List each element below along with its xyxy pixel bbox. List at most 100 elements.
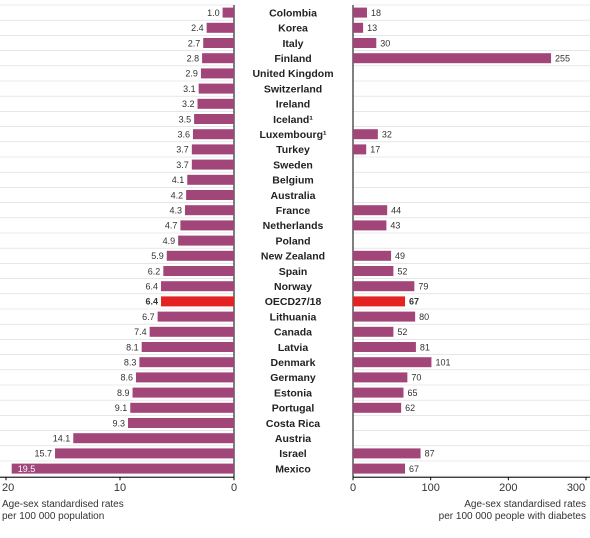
left-value-label: 3.5: [179, 114, 192, 124]
left-bar: [161, 296, 234, 307]
right-value-label: 87: [425, 449, 435, 459]
country-label: Costa Rica: [266, 418, 320, 430]
left-bar: [130, 402, 234, 413]
left-bar: [198, 83, 234, 94]
right-value-label: 52: [397, 327, 407, 337]
left-tick-label: 10: [114, 482, 126, 494]
left-value-label: 3.7: [176, 160, 189, 170]
left-value-label: 1.0: [207, 8, 220, 18]
left-value-label: 4.3: [169, 206, 182, 216]
right-bar: [353, 311, 416, 322]
left-bar: [132, 387, 234, 398]
left-value-label: 6.4: [146, 282, 159, 292]
right-value-label: 52: [397, 266, 407, 276]
right-value-label: 80: [419, 312, 429, 322]
right-value-label: 32: [382, 130, 392, 140]
left-bar: [149, 326, 234, 337]
right-bar: [353, 250, 392, 261]
left-bar: [141, 342, 234, 352]
country-label: Poland: [275, 235, 310, 247]
right-tick-label: 0: [350, 482, 356, 494]
right-bar: [353, 296, 406, 307]
country-label: Italy: [282, 38, 303, 50]
left-bar: [163, 266, 234, 276]
right-value-label: 255: [555, 54, 570, 64]
right-value-label: 70: [411, 373, 421, 383]
right-axis-caption-line-1: Age-sex standardised rates: [464, 499, 586, 510]
country-label: Iceland¹: [273, 114, 313, 126]
right-value-label: 62: [405, 403, 415, 413]
country-label: Norway: [274, 281, 312, 293]
left-value-label: 4.7: [165, 221, 178, 231]
left-value-label: 19.5: [18, 464, 36, 474]
country-label: Israel: [279, 448, 307, 460]
left-value-label: 14.1: [53, 434, 71, 444]
right-tick-label: 200: [499, 482, 517, 494]
left-value-label: 3.7: [176, 145, 189, 155]
right-axis-caption-line-2: per 100 000 people with diabetes: [438, 511, 586, 522]
left-value-label: 2.4: [191, 23, 204, 33]
left-value-label: 9.1: [115, 403, 128, 413]
left-tick-label: 0: [231, 482, 237, 494]
country-label: Latvia: [278, 342, 309, 354]
right-value-label: 79: [418, 282, 428, 292]
left-value-label: 4.1: [172, 175, 185, 185]
left-bar: [191, 159, 234, 170]
left-axis-caption-line-1: Age-sex standardised rates: [2, 499, 124, 510]
left-value-label: 8.1: [126, 342, 139, 352]
right-bar: [353, 281, 415, 292]
right-bar: [353, 220, 387, 231]
right-tick-label: 100: [421, 482, 439, 494]
left-value-label: 3.6: [177, 130, 190, 140]
right-bar: [353, 144, 367, 155]
country-label: Belgium: [272, 175, 313, 187]
left-value-label: 6.2: [148, 266, 161, 276]
right-bar: [353, 22, 364, 33]
left-bar: [222, 7, 234, 18]
right-bar: [353, 402, 402, 413]
right-bar: [353, 205, 388, 216]
right-bar: [353, 357, 432, 368]
left-bar: [157, 311, 234, 322]
left-bar: [178, 235, 234, 246]
country-label: Germany: [270, 372, 316, 384]
right-bar: [353, 372, 408, 383]
right-bar: [353, 448, 421, 459]
country-label: Turkey: [276, 144, 310, 156]
right-value-label: 43: [390, 221, 400, 231]
left-value-label: 3.1: [183, 84, 196, 94]
left-value-label: 2.7: [188, 38, 201, 48]
left-value-label: 4.2: [171, 190, 184, 200]
right-value-label: 18: [371, 8, 381, 18]
left-value-label: 7.4: [134, 327, 147, 337]
left-bar: [200, 68, 234, 79]
right-bar: [353, 326, 394, 337]
right-tick-label: 300: [567, 482, 585, 494]
left-bar: [180, 220, 234, 231]
left-bar: [184, 205, 234, 216]
country-label: Luxembourg¹: [259, 129, 327, 141]
left-bar: [187, 174, 234, 185]
right-bar: [353, 342, 416, 352]
left-bar: [186, 190, 234, 200]
right-bar: [353, 387, 404, 398]
left-bar: [139, 357, 234, 368]
left-value-label: 3.2: [182, 99, 195, 109]
left-value-label: 5.9: [151, 251, 164, 261]
left-value-label: 15.7: [34, 449, 52, 459]
right-value-label: 67: [409, 297, 419, 307]
left-value-label: 2.9: [185, 69, 198, 79]
country-label: France: [276, 205, 311, 217]
left-value-label: 8.9: [117, 388, 130, 398]
left-value-label: 9.3: [112, 418, 125, 428]
right-bar: [353, 53, 552, 64]
right-value-label: 13: [367, 23, 377, 33]
right-bar: [353, 129, 378, 140]
country-label: New Zealand: [261, 251, 325, 263]
left-bar: [191, 144, 234, 155]
country-label: Canada: [274, 327, 312, 339]
left-axis-caption-line-2: per 100 000 population: [2, 511, 105, 522]
left-bar: [11, 463, 235, 474]
country-label: Korea: [278, 23, 308, 35]
